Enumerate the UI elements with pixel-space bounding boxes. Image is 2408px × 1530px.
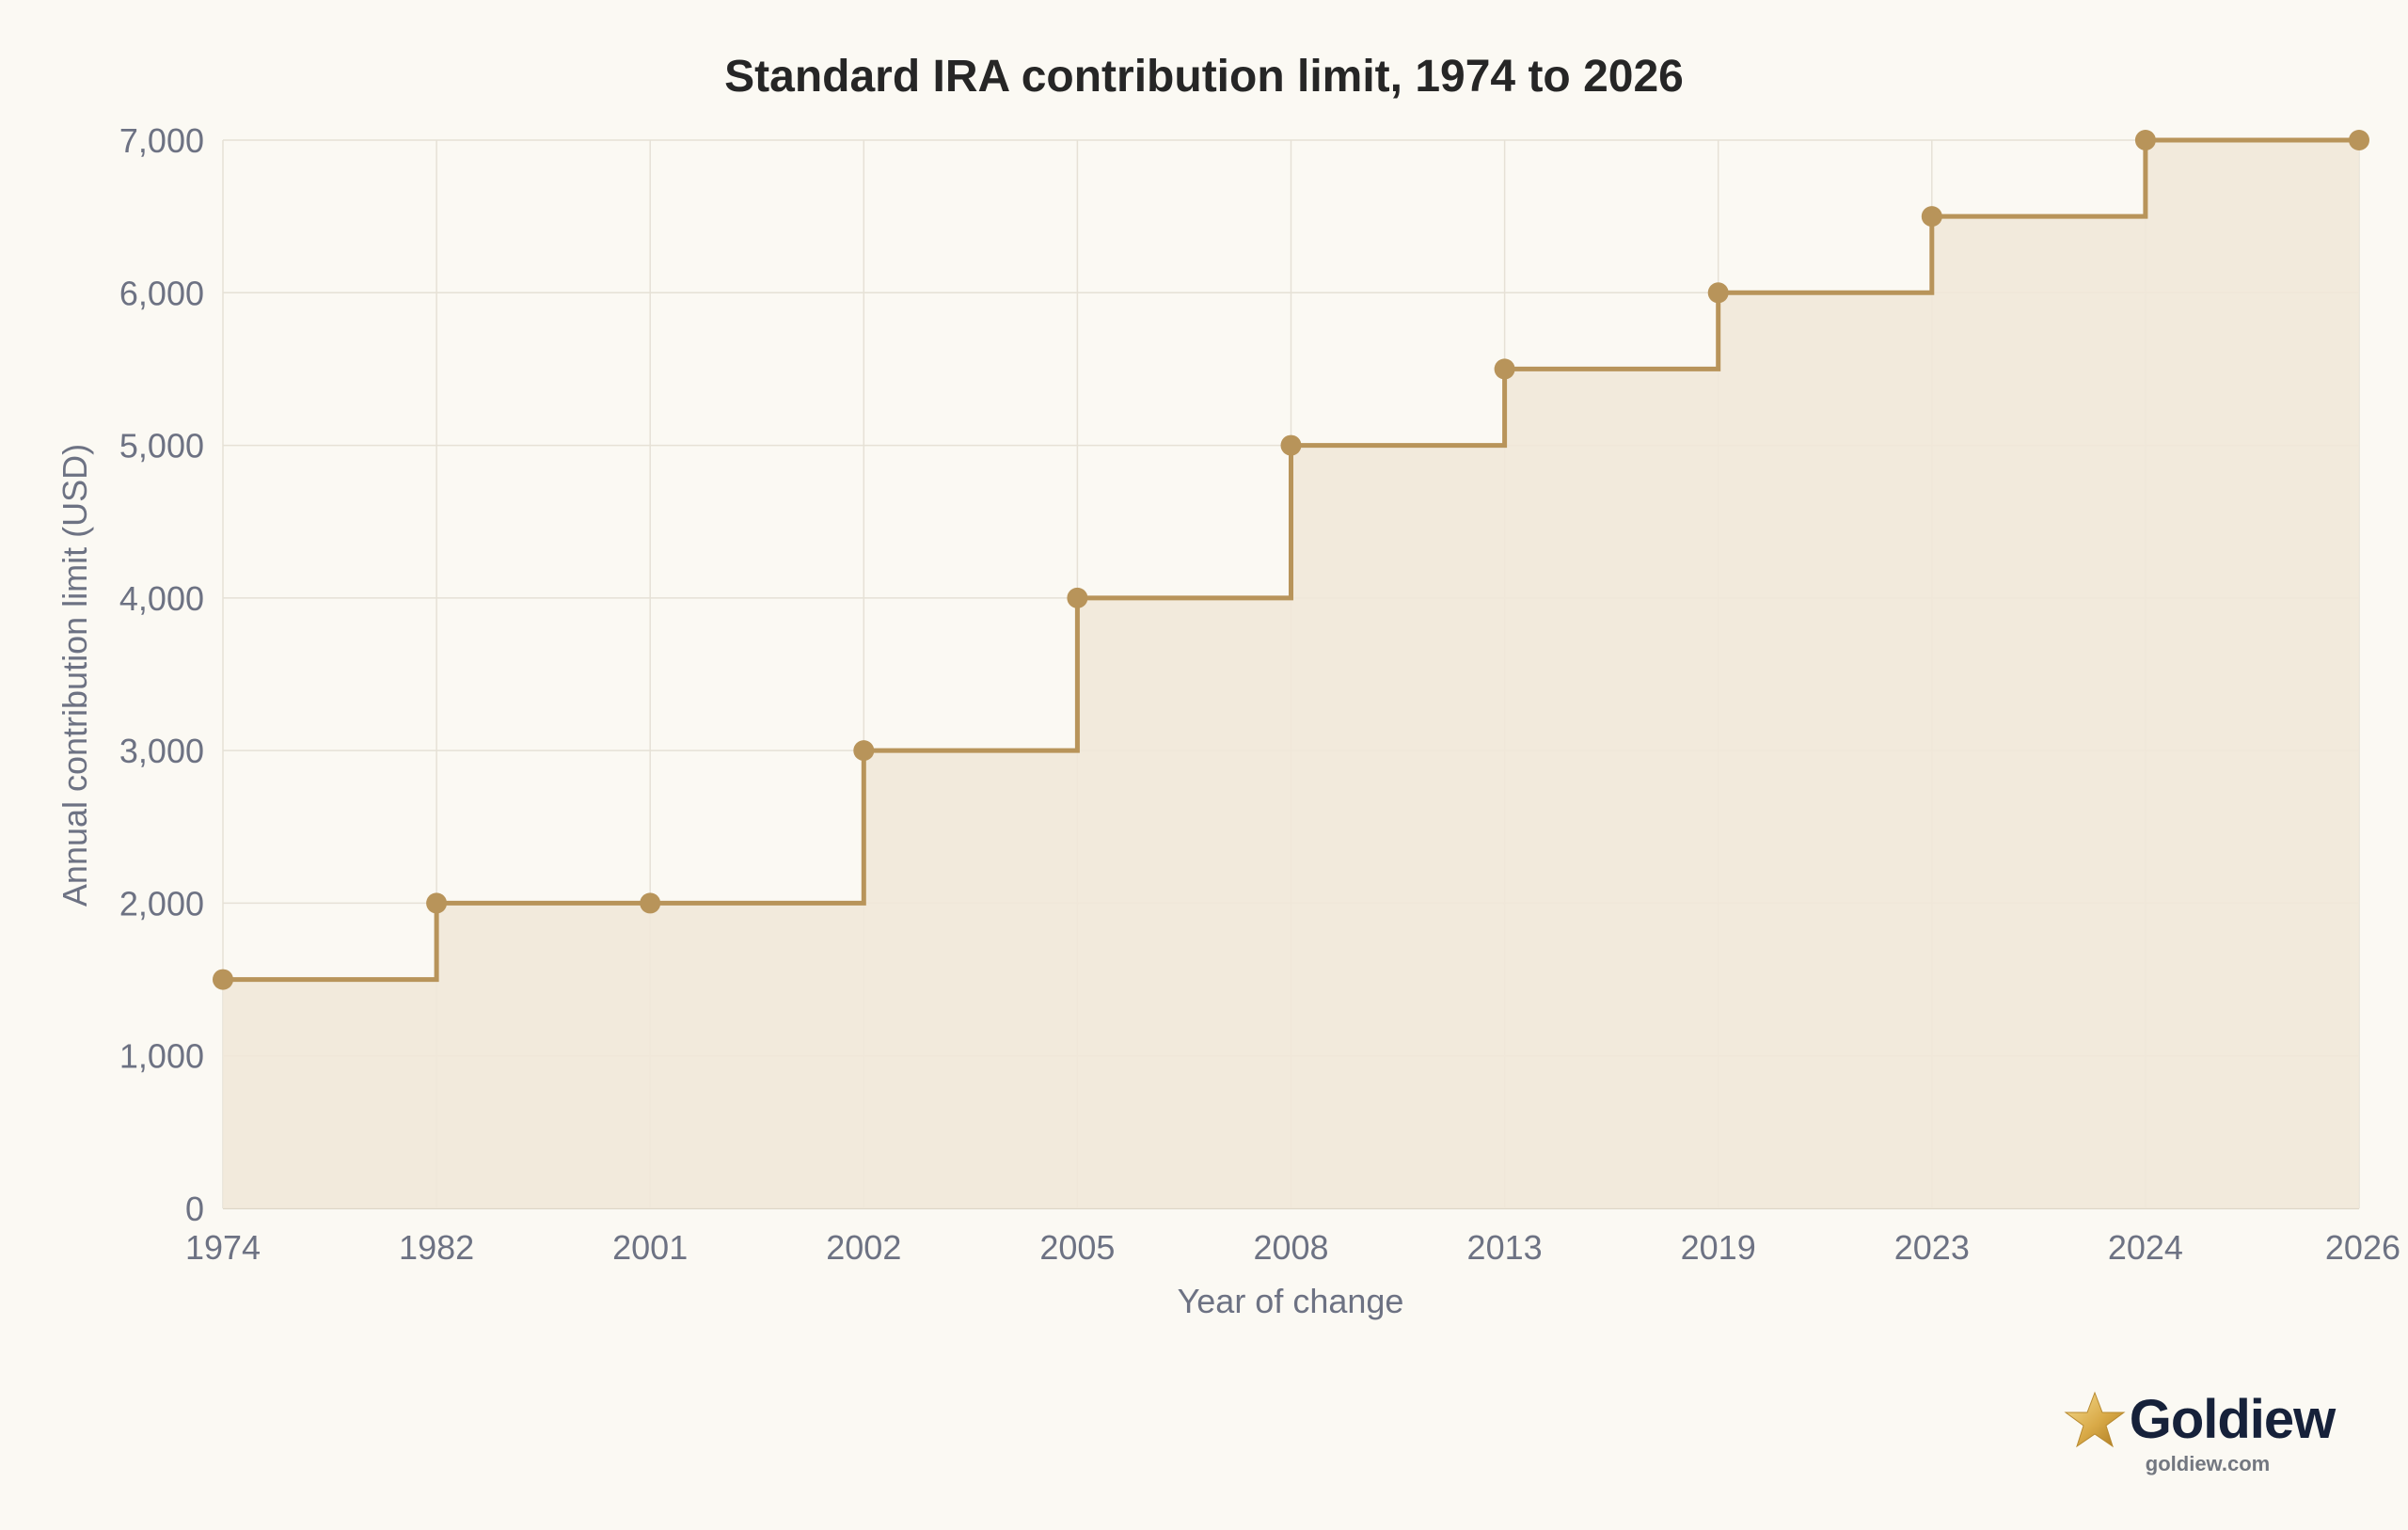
x-tick-label: 2026 [2325, 1228, 2400, 1267]
y-tick-label: 2,000 [119, 884, 204, 923]
star-icon [2064, 1391, 2126, 1448]
data-point [2349, 130, 2369, 150]
y-axis-label: Annual contribution limit (USD) [55, 444, 94, 907]
data-point [1280, 434, 1302, 456]
brand-name: Goldiew [2129, 1389, 2337, 1450]
data-point [213, 969, 233, 990]
x-tick-label: 2024 [2108, 1228, 2183, 1267]
y-tick-label: 6,000 [119, 274, 204, 312]
x-tick-label: 2013 [1467, 1228, 1543, 1267]
x-tick-label: 2001 [612, 1228, 688, 1267]
y-tick-label: 5,000 [119, 427, 204, 465]
data-point [640, 892, 661, 914]
data-point [853, 740, 875, 762]
brand-logo: Goldiew goldiew.com [2049, 1390, 2350, 1476]
y-tick-label: 7,000 [119, 121, 204, 160]
x-tick-label: 2023 [1894, 1228, 1970, 1267]
x-tick-label: 2002 [826, 1228, 901, 1267]
y-axis-ticks: 0 1,000 2,000 3,000 4,000 5,000 6,000 7,000 [119, 121, 204, 1228]
data-point [1067, 587, 1088, 608]
data-points [213, 130, 2369, 990]
y-tick-label: 3,000 [119, 732, 204, 770]
x-tick-label: 2019 [1681, 1228, 1756, 1267]
data-point [1494, 358, 1515, 380]
y-tick-label: 0 [185, 1190, 204, 1228]
x-axis-label: Year of change [1178, 1282, 1404, 1320]
y-tick-label: 1,000 [119, 1037, 204, 1076]
brand-url: goldiew.com [2145, 1452, 2271, 1475]
x-tick-label: 2008 [1253, 1228, 1328, 1267]
x-tick-label: 1974 [185, 1228, 261, 1267]
x-tick-label: 2005 [1039, 1228, 1115, 1267]
data-point [426, 892, 448, 914]
data-point [1707, 282, 1729, 304]
x-axis-ticks: 1974 1982 2001 2002 2005 2008 2013 2019 2023 2024… [185, 1228, 2400, 1267]
y-tick-label: 4,000 [119, 579, 204, 618]
area-fill [223, 140, 2359, 1208]
chart-title: Standard IRA contribution limit, 1974 to… [724, 52, 1684, 102]
x-tick-label: 1982 [399, 1228, 474, 1267]
data-point [2134, 130, 2156, 150]
data-point [1921, 206, 1942, 228]
